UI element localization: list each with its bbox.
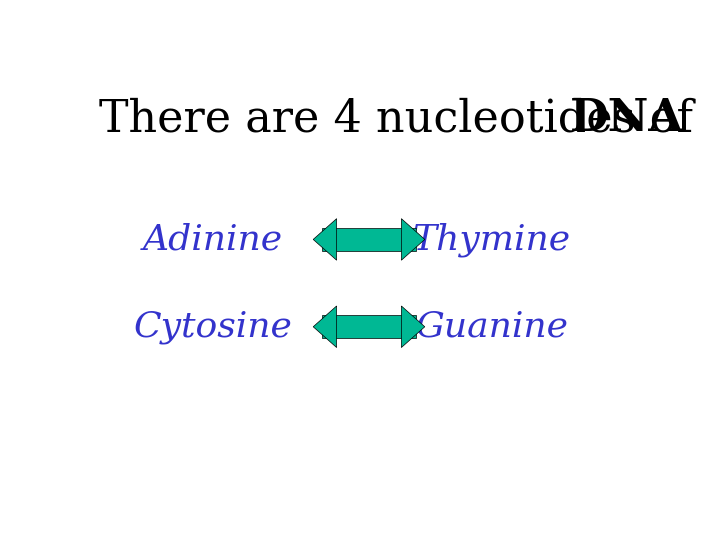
Text: Guanine: Guanine xyxy=(415,310,568,344)
Text: Thymine: Thymine xyxy=(413,222,571,256)
Bar xyxy=(322,228,416,251)
Bar xyxy=(322,315,416,338)
Polygon shape xyxy=(313,219,337,260)
Text: Adinine: Adinine xyxy=(143,222,283,256)
Text: There are 4 nucleotides of: There are 4 nucleotides of xyxy=(99,97,707,140)
Text: DNA: DNA xyxy=(570,97,684,140)
Text: There are 4 nucleotides of: There are 4 nucleotides of xyxy=(90,97,698,140)
Text: Cytosine: Cytosine xyxy=(133,310,292,344)
Polygon shape xyxy=(401,306,425,348)
Polygon shape xyxy=(313,306,337,348)
Polygon shape xyxy=(401,219,425,260)
Text: There are 4 nucleotides of DNA: There are 4 nucleotides of DNA xyxy=(12,97,720,140)
